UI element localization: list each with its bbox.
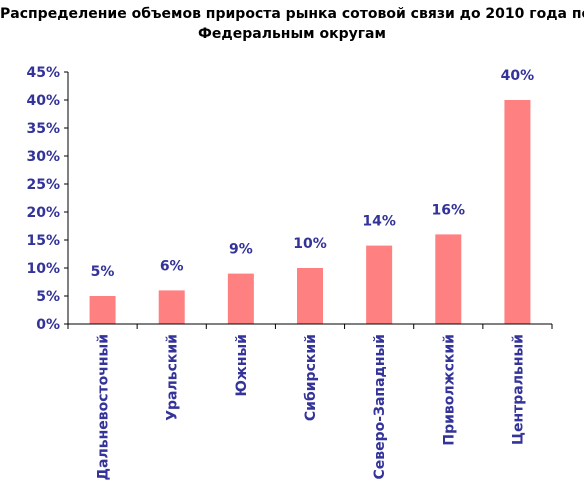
y-tick-label: 40%	[26, 93, 60, 109]
chart-title: Распределение объемов прироста рынка сот…	[0, 4, 584, 44]
data-labels: 5% 6% 9% 10% 14% 16% 40%	[91, 68, 535, 280]
x-tick-label: Северо-Западный	[372, 334, 388, 480]
x-tick-label: Южный	[234, 334, 250, 397]
data-label: 10%	[293, 236, 327, 252]
chart-title-line-2: Федеральным округам	[198, 26, 386, 42]
y-tick-label: 25%	[26, 177, 60, 193]
y-tick-label: 5%	[36, 289, 60, 305]
data-label: 9%	[229, 242, 253, 258]
data-label: 6%	[160, 258, 184, 274]
y-axis-ticks: 0% 5% 10% 15% 20% 25% 30% 35% 40% 45%	[26, 65, 68, 333]
data-label: 16%	[432, 202, 466, 218]
y-tick-label: 30%	[26, 149, 60, 165]
data-label: 40%	[501, 68, 535, 84]
y-tick-label: 0%	[36, 317, 60, 333]
x-tick-label: Сибирский	[303, 334, 319, 421]
chart-title-line-1: Распределение объемов прироста рынка сот…	[0, 6, 584, 22]
y-tick-label: 35%	[26, 121, 60, 137]
bar	[297, 268, 323, 324]
bar	[227, 273, 254, 324]
y-tick-label: 15%	[26, 233, 60, 249]
bar	[366, 245, 393, 324]
bar	[89, 296, 116, 324]
data-label: 14%	[362, 214, 396, 230]
x-tick-label: Приволжский	[441, 334, 457, 446]
bar	[435, 234, 462, 324]
y-tick-label: 20%	[26, 205, 60, 221]
y-tick-label: 10%	[26, 261, 60, 277]
x-tick-label: Уральский	[165, 334, 181, 421]
y-tick-label: 45%	[26, 65, 60, 81]
data-label: 5%	[91, 264, 115, 280]
x-axis-ticks: Дальневосточный Уральский Южный Сибирский Се…	[67, 324, 553, 480]
x-tick-label: Центральный	[510, 334, 526, 445]
bar	[504, 100, 531, 324]
x-tick-label: Дальневосточный	[96, 334, 112, 480]
bars	[89, 100, 531, 324]
bar	[158, 290, 185, 324]
